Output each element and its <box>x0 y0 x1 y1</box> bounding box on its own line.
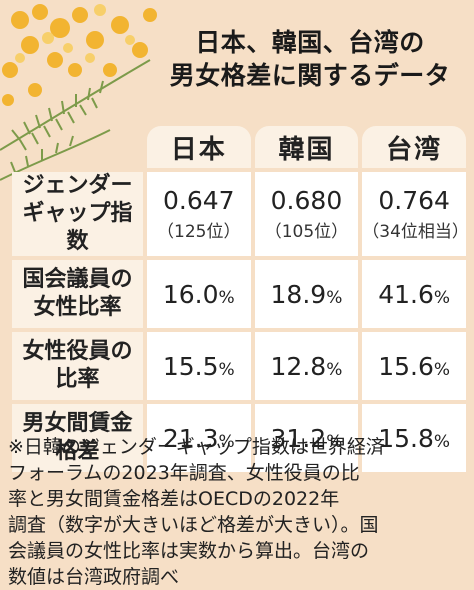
cell-value: 0.680 <box>270 186 343 215</box>
row-label-line: 女性比率 <box>33 295 122 320</box>
table-cell: 0.647 （125位） <box>146 172 251 256</box>
row-header-female-legislators: 国会議員の 女性比率 <box>12 260 143 328</box>
source-note: ※日韓のジェンダーギャップ指数は世界経済 フォーラムの2023年調査、女性役員の… <box>8 434 470 590</box>
percent-unit: % <box>218 359 235 380</box>
note-line: 数値は台湾政府調べ <box>8 566 180 588</box>
percent-unit: % <box>326 431 343 452</box>
table-cell: 18.9% <box>254 260 359 328</box>
percent-unit: % <box>218 287 235 308</box>
cell-rank: （105位） <box>264 222 349 242</box>
cell-value: 18.9 <box>270 279 327 309</box>
note-line: フォーラムの2023年調査、女性役員の比 <box>8 462 360 484</box>
cell-value: 12.8 <box>270 351 327 381</box>
row-header-gender-gap-index: ジェンダー ギャップ指数 <box>12 172 143 256</box>
table-row: 男女間賃金 格差 21.3% 31.2% 15.8% <box>12 404 466 472</box>
table-cell: 16.0% <box>146 260 251 328</box>
column-header-taiwan: 台湾 <box>362 126 466 168</box>
cell-value: 15.5 <box>162 351 219 381</box>
note-line: 会議員の女性比率は実数から算出。台湾の <box>8 540 370 562</box>
percent-unit: % <box>326 359 343 380</box>
row-label-line: 国会議員の <box>22 267 133 292</box>
mimosa-decoration-icon <box>0 4 157 181</box>
column-header-japan: 日本 <box>146 126 251 168</box>
table-cell: 0.680 （105位） <box>254 172 359 256</box>
cell-value: 31.2 <box>270 423 327 453</box>
row-header-gender-wage-gap: 男女間賃金 格差 <box>12 404 143 472</box>
table-cell: 0.764 （34位相当） <box>362 172 469 256</box>
row-label-line: 男女間賃金 <box>22 411 133 436</box>
note-line: 調査（数字が大きいほど格差が大きい）。国 <box>8 514 379 536</box>
page-title: 日本、韓国、台湾の 男女格差に関するデータ <box>160 26 460 92</box>
table-cell: 12.8% <box>254 332 359 400</box>
cell-value: 15.6 <box>378 351 434 381</box>
row-label-line: 女性役員の <box>22 339 133 364</box>
table-cell: 15.5% <box>146 332 251 400</box>
column-header-row: 日本 韓国 台湾 <box>12 126 466 168</box>
table-cell: 41.6% <box>362 260 466 328</box>
title-line-2: 男女格差に関するデータ <box>169 61 451 90</box>
note-line: ※日韓のジェンダーギャップ指数は世界経済 <box>8 436 385 458</box>
row-label-line: ジェンダー <box>22 173 133 198</box>
percent-unit: % <box>218 431 235 452</box>
table-cell: 21.3% <box>146 404 251 472</box>
row-label-line: 格差 <box>55 439 100 464</box>
percent-unit: % <box>326 287 343 308</box>
title-line-1: 日本、韓国、台湾の <box>195 28 425 57</box>
row-header-female-executives: 女性役員の 比率 <box>12 332 143 400</box>
table-cell: 31.2% <box>254 404 359 472</box>
note-line: 率と男女間賃金格差はOECDの2022年 <box>8 488 340 510</box>
table-row: 国会議員の 女性比率 16.0% 18.9% 41.6% <box>12 260 466 328</box>
cell-value: 0.764 <box>378 186 450 215</box>
percent-unit: % <box>433 431 451 452</box>
data-table: 日本 韓国 台湾 ジェンダー ギャップ指数 0.647 （125位） 0.680… <box>8 122 470 476</box>
row-label-line: 比率 <box>55 367 100 392</box>
cell-value: 0.647 <box>162 186 235 215</box>
table-cell: 15.8% <box>362 404 466 472</box>
percent-unit: % <box>433 359 451 380</box>
cell-rank: （34位相当） <box>362 222 469 242</box>
percent-unit: % <box>433 287 451 308</box>
cell-value: 21.3 <box>162 423 219 453</box>
cell-value: 15.8 <box>378 423 434 453</box>
table-row: ジェンダー ギャップ指数 0.647 （125位） 0.680 （105位） 0… <box>12 172 469 256</box>
cell-value: 16.0 <box>162 279 219 309</box>
corner-cell <box>12 126 143 168</box>
cell-rank: （125位） <box>157 222 241 242</box>
table-row: 女性役員の 比率 15.5% 12.8% 15.6% <box>12 332 466 400</box>
row-label-line: ギャップ指数 <box>22 201 133 254</box>
column-header-korea: 韓国 <box>254 126 359 168</box>
cell-value: 41.6 <box>378 279 434 309</box>
table-cell: 15.6% <box>362 332 466 400</box>
